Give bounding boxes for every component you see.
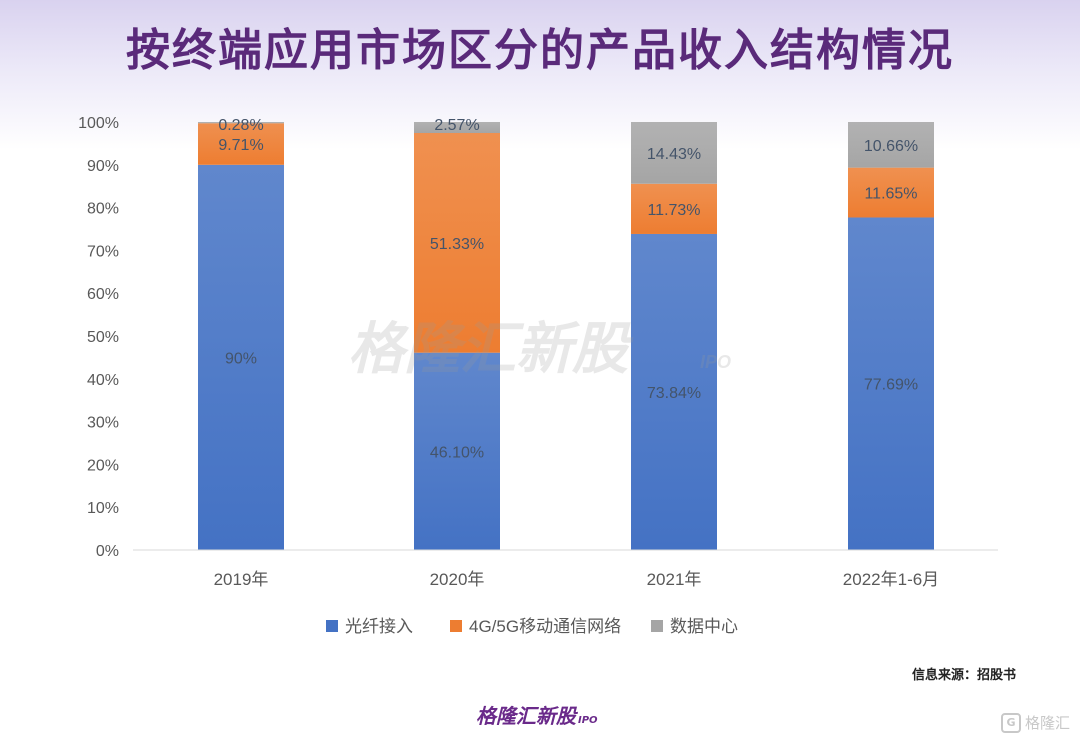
watermark: 格隆汇新股 IPO <box>348 317 731 380</box>
data-label: 2.57% <box>434 117 479 134</box>
data-label: 10.66% <box>864 138 918 155</box>
y-axis: 0% 10% 20% 30% 40% 50% 60% 70% 80% 90% 100% <box>78 115 119 560</box>
bar-segment <box>414 352 500 550</box>
bar-segment <box>198 123 284 165</box>
data-label: 90% <box>225 350 257 367</box>
x-tick-label: 2019年 <box>214 570 269 589</box>
y-tick-label: 0% <box>96 543 119 560</box>
bar-segment <box>198 164 284 551</box>
data-label: 77.69% <box>864 377 918 394</box>
bar-segment <box>631 183 717 234</box>
y-tick-label: 60% <box>87 286 119 303</box>
bar-segment <box>414 122 500 133</box>
legend-label: 光纤接入 <box>345 617 413 636</box>
corner-logo-text: 格隆汇 <box>1024 714 1070 732</box>
data-label: 11.65% <box>864 186 917 203</box>
y-tick-label: 40% <box>87 372 119 389</box>
brand-text: 格隆汇新股 <box>476 704 576 728</box>
y-tick-label: 50% <box>87 329 119 346</box>
bar-segment <box>848 217 934 550</box>
data-label: 51.33% <box>430 236 484 253</box>
corner-logo-icon: G <box>1000 712 1021 733</box>
x-tick-label: 2022年1-6月 <box>843 570 939 589</box>
corner-logo: G 格隆汇 <box>1000 712 1070 733</box>
bar-segment <box>631 122 717 184</box>
data-label: 46.10% <box>430 444 484 461</box>
y-tick-label: 20% <box>87 457 119 474</box>
watermark-text: 格隆汇新股 <box>348 317 634 380</box>
bar-segment <box>848 167 934 218</box>
y-tick-label: 70% <box>87 243 119 260</box>
y-tick-label: 90% <box>87 158 119 175</box>
y-tick-label: 100% <box>78 115 119 132</box>
data-label: 73.84% <box>647 385 701 402</box>
legend-swatch <box>326 620 338 632</box>
legend: 光纤接入 4G/5G移动通信网络 数据中心 <box>326 617 738 636</box>
legend-swatch <box>450 620 462 632</box>
y-tick-label: 80% <box>87 201 119 218</box>
legend-label: 4G/5G移动通信网络 <box>469 617 621 636</box>
y-tick-label: 30% <box>87 415 119 432</box>
bar-segment <box>848 122 934 168</box>
x-tick-label: 2020年 <box>430 570 485 589</box>
bar-segment <box>631 233 717 551</box>
data-label: 0.28% <box>218 117 263 134</box>
bar-segment <box>198 122 284 124</box>
brand-logo: 格隆汇新股 IPO <box>476 700 598 729</box>
legend-swatch <box>651 620 663 632</box>
source-note: 信息来源：招股书 <box>911 668 1016 683</box>
x-tick-label: 2021年 <box>647 570 702 589</box>
chart-title: 按终端应用市场区分的产品收入结构情况 <box>126 25 954 76</box>
data-label: 14.43% <box>647 146 701 163</box>
data-label: 9.71% <box>218 137 263 154</box>
bars: 90% 9.71% 0.28% 46.10% 51.33% 2.57% 73.84% 11.7… <box>198 117 934 551</box>
data-label: 11.73% <box>647 202 700 219</box>
legend-label: 数据中心 <box>670 617 738 636</box>
y-tick-label: 10% <box>87 500 119 517</box>
bar-segment <box>414 132 500 353</box>
watermark-sub: IPO <box>700 352 731 372</box>
x-axis: 2019年 2020年 2021年 2022年1-6月 <box>133 549 998 589</box>
brand-ipo: IPO <box>578 715 598 726</box>
